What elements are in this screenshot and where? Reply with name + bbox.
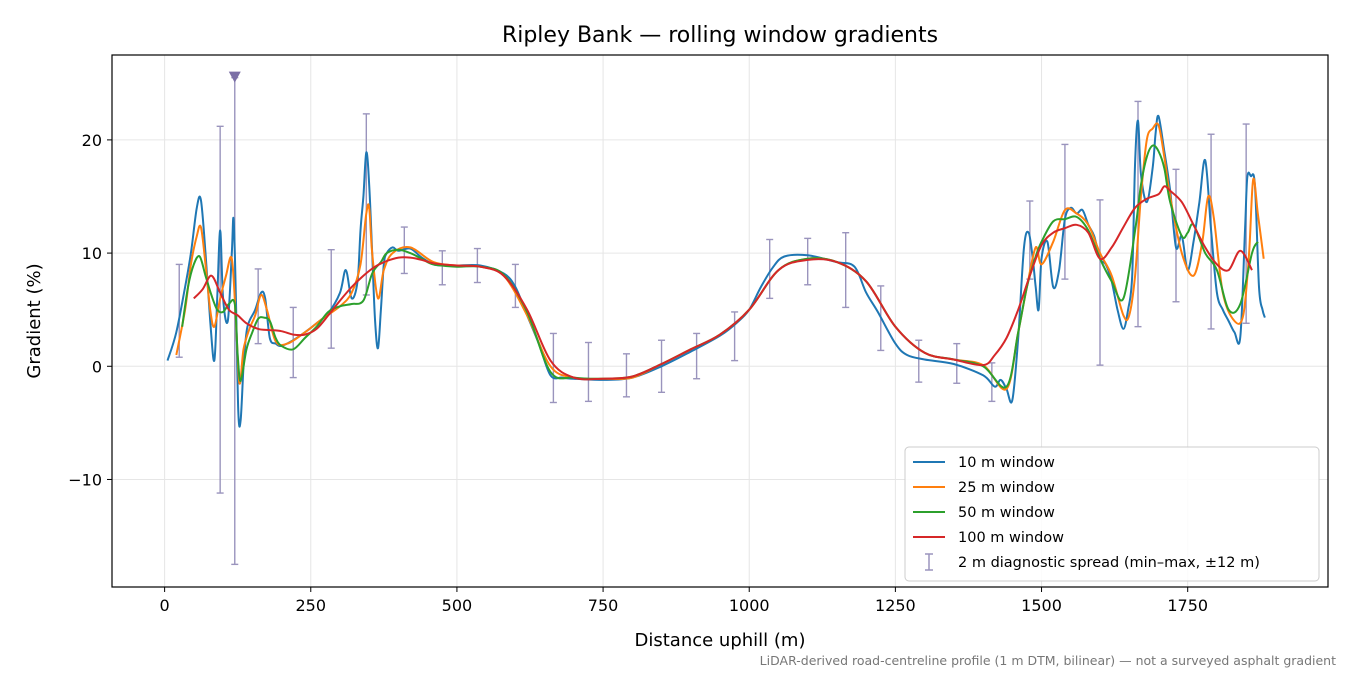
y-tick-label: 10 — [82, 244, 102, 263]
chart-title: Ripley Bank — rolling window gradients — [502, 23, 938, 48]
x-tick-label: 250 — [295, 596, 326, 615]
x-tick-label: 750 — [588, 596, 619, 615]
legend: 10 m window 25 m window 50 m window 100 … — [904, 446, 1320, 582]
error-bar — [804, 237, 812, 286]
error-bar — [549, 332, 557, 404]
x-tick-label: 1750 — [1167, 596, 1208, 615]
error-bar — [327, 248, 335, 349]
x-tick-label: 1000 — [729, 596, 770, 615]
error-bar — [731, 311, 739, 362]
plot-frame — [111, 54, 1329, 588]
x-tick-label: 1500 — [1021, 596, 1062, 615]
y-axis-label: Gradient (%) — [24, 263, 45, 378]
legend-label-50m: 50 m window — [958, 505, 1055, 521]
error-bar — [1096, 199, 1104, 366]
error-bar — [1172, 168, 1180, 303]
footnote: LiDAR-derived road-centreline profile (1… — [760, 653, 1336, 668]
legend-swatch-errorbar — [925, 553, 933, 571]
series-line-10m — [166, 114, 1266, 428]
error-bar — [438, 250, 446, 286]
x-tick-label: 1250 — [875, 596, 916, 615]
error-bar — [953, 342, 961, 384]
error-bar — [216, 125, 224, 494]
grid — [112, 55, 1328, 587]
error-bar — [915, 339, 923, 383]
error-bar — [584, 341, 592, 403]
error-bar — [289, 306, 297, 379]
x-axis-label: Distance uphill (m) — [635, 630, 806, 651]
clipped-errorbar-marker — [228, 71, 241, 83]
legend-box — [904, 446, 1320, 582]
series-lines — [166, 114, 1266, 428]
error-bar — [842, 232, 850, 309]
y-tick-label: 0 — [92, 357, 102, 376]
series-line-100m — [193, 185, 1253, 381]
legend-label-100m: 100 m window — [958, 530, 1064, 546]
error-bar — [766, 238, 774, 300]
y-tick-label: −10 — [68, 470, 102, 489]
legend-label-errorbar: 2 m diagnostic spread (min–max, ±12 m) — [958, 555, 1260, 571]
y-tick-label: 20 — [82, 131, 102, 150]
x-tick-label: 500 — [442, 596, 473, 615]
legend-label-25m: 25 m window — [958, 480, 1055, 496]
error-bar — [622, 353, 630, 398]
axis-ticks: 0 250 500 750 1000 1250 1500 1750 −10 0 10 20 — [68, 131, 1208, 615]
error-bar — [693, 332, 701, 380]
x-tick-label: 0 — [160, 596, 170, 615]
legend-label-10m: 10 m window — [958, 455, 1055, 471]
